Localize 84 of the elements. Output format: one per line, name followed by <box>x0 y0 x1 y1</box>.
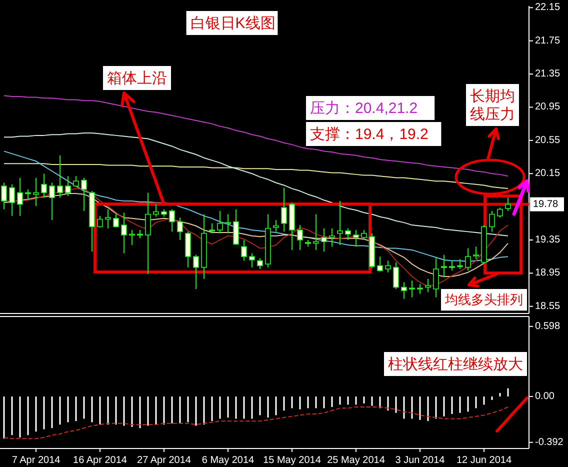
candlestick <box>465 248 471 272</box>
candlestick <box>473 246 479 260</box>
y-tick-label: 18.55 <box>535 300 560 312</box>
x-tick-label: 12 Jun 2014 <box>456 455 512 466</box>
annotation: 压力：20.4,21.2 <box>310 100 418 117</box>
text: 白银日K线图 <box>190 14 276 32</box>
y-tick-label: 22.15 <box>535 2 560 14</box>
candlestick <box>73 176 79 188</box>
x-tick-label: 3 Jun 2014 <box>395 455 446 466</box>
candlestick <box>209 222 215 234</box>
candlestick <box>193 254 199 290</box>
candlestick <box>377 256 383 272</box>
y-tick-label: 20.55 <box>535 134 560 146</box>
y-tick-label: 20.15 <box>535 168 560 180</box>
annotation: 支撑：19.4，19.2 <box>310 126 428 143</box>
annotation: 箱体上沿 <box>107 70 167 87</box>
y-tick-label: 0.598 <box>535 320 560 332</box>
candlestick <box>281 187 287 232</box>
candlestick <box>497 207 503 218</box>
candlestick <box>385 260 391 273</box>
candlestick <box>249 252 255 268</box>
candlestick <box>321 228 327 252</box>
candlestick <box>121 212 127 254</box>
candlestick <box>233 208 239 246</box>
candlestick <box>345 228 351 240</box>
candlestick <box>337 200 343 246</box>
y-tick-label: -0.392 <box>535 436 564 448</box>
candlestick <box>105 208 111 229</box>
candlestick <box>65 176 71 197</box>
candlestick <box>409 280 415 298</box>
candlestick <box>393 262 399 290</box>
candlestick <box>433 258 439 298</box>
candlestick <box>129 230 135 246</box>
candlestick <box>9 184 15 216</box>
candlestick <box>353 230 359 248</box>
candlestick <box>113 214 119 228</box>
line-series <box>4 163 508 190</box>
candlestick <box>49 182 55 221</box>
annotation: 均线多头排列 <box>444 292 523 307</box>
candlestick <box>361 230 367 240</box>
candlestick <box>25 188 31 200</box>
candlestick <box>153 204 159 218</box>
candlestick <box>97 215 103 228</box>
ref-line-label: 19.78 <box>533 198 558 210</box>
y-tick-label: 20.95 <box>535 102 560 113</box>
x-tick-label: 27 Apr 2014 <box>137 455 192 466</box>
x-tick-label: 7 Apr 2014 <box>12 455 61 466</box>
candlestick <box>57 154 63 198</box>
candlestick <box>217 210 223 234</box>
x-tick-label: 16 Apr 2014 <box>73 455 128 466</box>
line-series <box>4 406 508 440</box>
candlestick <box>33 177 39 206</box>
candlestick <box>401 282 407 300</box>
candlestick <box>417 283 423 294</box>
y-tick-label: 19.35 <box>535 234 560 246</box>
candlestick <box>505 197 511 212</box>
candlestick <box>81 177 87 212</box>
x-tick-label: 15 May 2014 <box>263 455 322 466</box>
candlestick <box>297 224 303 250</box>
annotation: 柱状线红柱继续放大 <box>388 356 523 373</box>
candlestick <box>17 177 23 216</box>
candlestick <box>441 254 447 278</box>
annotation: 长期均线压力 <box>470 88 515 123</box>
x-tick-label: 25 May 2014 <box>327 455 386 466</box>
candlestick <box>489 210 495 232</box>
candlestick <box>273 220 279 232</box>
candlestick <box>425 278 431 293</box>
candlestick <box>41 173 47 198</box>
candlestick <box>225 214 231 234</box>
candlestick <box>257 258 263 270</box>
candlestick <box>169 208 175 232</box>
y-tick-label: 18.95 <box>535 268 560 279</box>
candlestick <box>1 182 7 210</box>
y-tick-label: 0.00 <box>535 390 555 402</box>
candlestick <box>313 214 319 250</box>
candlestick <box>177 217 183 240</box>
y-tick-label: 21.75 <box>535 35 560 46</box>
y-tick-label: 21.35 <box>535 68 560 80</box>
x-tick-label: 6 May 2014 <box>202 455 255 466</box>
candlestick <box>449 260 455 272</box>
candlestick <box>329 228 335 248</box>
candlestick <box>145 192 151 275</box>
candlestick <box>241 239 247 262</box>
candlestick <box>185 231 191 268</box>
